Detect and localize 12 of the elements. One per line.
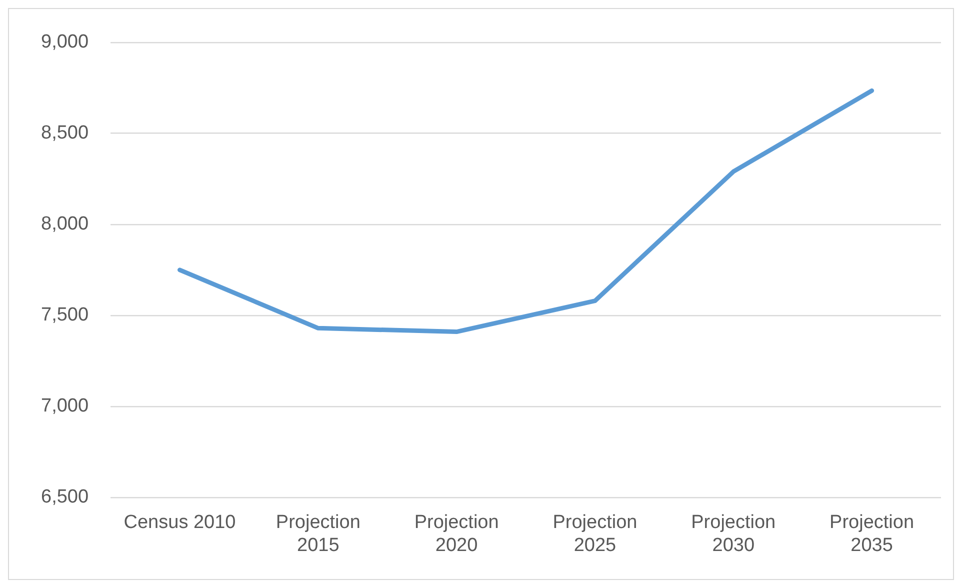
x-tick-label: Projection 2025	[552, 512, 638, 556]
x-tick-label: Projection 2035	[830, 512, 914, 556]
y-tick-label: 8,000	[41, 214, 89, 235]
x-tick-label: Projection 2020	[414, 512, 499, 556]
y-tick-label: 9,000	[41, 32, 89, 53]
x-tick-label: Census 2010	[124, 512, 236, 534]
y-tick-label: 8,500	[41, 122, 89, 144]
y-tick-label: 6,500	[41, 486, 89, 508]
x-tick-label: Projection 2015	[276, 512, 360, 556]
y-tick-label: 7,500	[41, 304, 89, 326]
x-tick-label: Projection 2030	[691, 512, 776, 556]
y-tick-label: 7,000	[41, 396, 89, 417]
